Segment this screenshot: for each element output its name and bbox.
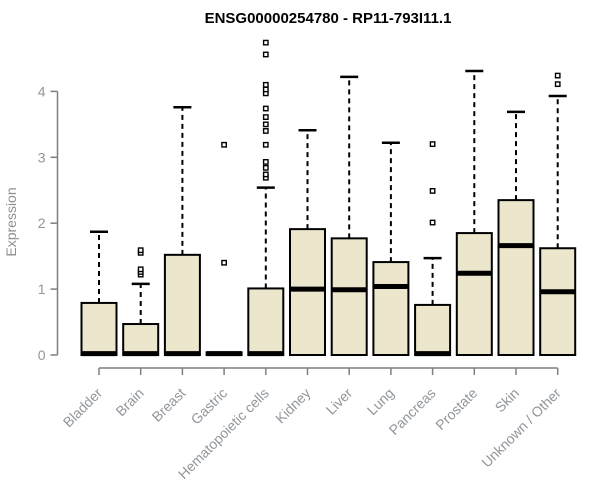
box-pancreas [414,303,452,356]
outlier-point-brain-2 [137,266,144,273]
x-tick-label-skin: Skin [492,385,523,416]
outlier-point-hematopoietic-cells-2 [262,164,269,171]
box-skin [497,199,535,356]
box-lung [372,261,410,356]
box-bladder [80,301,118,356]
box-hematopoietic-cells [247,287,285,357]
x-tick-label-breast: Breast [149,385,189,425]
box-prostate [455,232,493,357]
x-tick-label-prostate: Prostate [432,385,480,433]
box-breast [163,253,201,356]
outlier-point-hematopoietic-cells-7 [262,114,269,121]
outlier-point-gastric-0 [221,259,227,266]
outlier-point-hematopoietic-cells-6 [262,121,269,128]
x-tick-label-bladder: Bladder [60,385,106,431]
outlier-point-pancreas-0 [429,219,436,226]
y-axis-title: Expression [3,187,19,257]
box-liver [330,237,368,356]
x-tick-label-kidney: Kidney [272,385,314,427]
box-brain [122,323,160,357]
outlier-point-hematopoietic-cells-12 [262,51,269,58]
outlier-point-unknown-other-1 [554,72,561,79]
outlier-point-unknown-other-0 [554,81,561,88]
box-kidney [289,228,326,356]
outlier-point-hematopoietic-cells-11 [262,81,269,88]
outlier-point-pancreas-2 [429,141,436,148]
chart-title: ENSG00000254780 - RP11-793I11.1 [204,10,452,27]
y-tick-label-0: 0 [38,347,46,363]
y-tick-label-2: 2 [38,215,46,231]
box-unknown-other [539,247,577,357]
outlier-point-pancreas-1 [429,188,436,194]
x-tick-label-unknown-other: Unknown / Other [478,385,564,471]
outlier-point-hematopoietic-cells-3 [262,159,269,165]
x-tick-label-liver: Liver [323,385,356,418]
outlier-point-gastric-1 [221,141,227,148]
outlier-point-brain-4 [137,247,144,254]
outlier-point-hematopoietic-cells-8 [262,105,269,112]
x-tick-label-lung: Lung [364,385,397,418]
outlier-point-hematopoietic-cells-5 [262,128,269,134]
x-tick-label-brain: Brain [112,385,146,419]
outlier-point-hematopoietic-cells-1 [262,171,269,178]
y-tick-label-3: 3 [38,149,46,165]
outlier-point-hematopoietic-cells-10 [262,86,269,93]
y-tick-label-1: 1 [38,281,46,297]
y-tick-label-4: 4 [38,83,46,99]
outlier-point-hematopoietic-cells-4 [262,141,269,148]
outlier-point-hematopoietic-cells-13 [262,39,269,46]
